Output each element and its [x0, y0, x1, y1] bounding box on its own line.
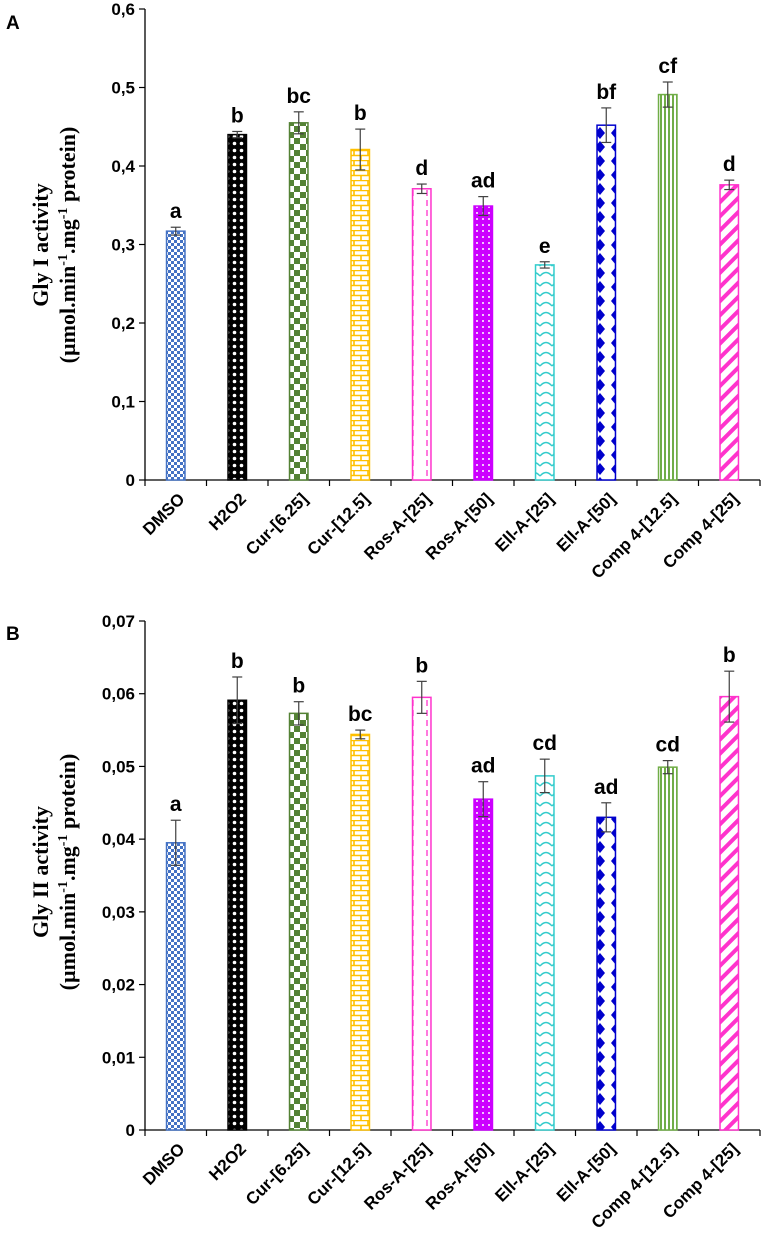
significance-label: ad [594, 776, 619, 799]
panel-a-ylabel-line2: (µmol.min-1.mg-1 protein) [55, 127, 80, 364]
bar-ros-a-50 [473, 798, 494, 1131]
significance-label: b [292, 675, 305, 698]
significance-label: a [170, 793, 182, 816]
significance-label: b [354, 102, 367, 125]
y-tick-label: 0,01 [102, 1048, 135, 1067]
bar-ell-a-25 [534, 264, 555, 481]
significance-label: d [723, 153, 736, 176]
category-label: Ros-A-[50] [422, 489, 496, 563]
y-tick-label: 0 [126, 471, 135, 490]
bar-ell-a-50 [596, 816, 617, 1131]
bar-comp-4-12-5 [657, 766, 678, 1131]
significance-label: b [231, 650, 244, 673]
bar-dmso [165, 842, 186, 1131]
bar-h2o2 [227, 133, 248, 481]
significance-label: cd [655, 734, 680, 757]
y-tick-label: 0 [126, 1121, 135, 1140]
y-tick-label: 0,02 [102, 976, 135, 995]
y-tick-label: 0,3 [111, 236, 135, 255]
panel-a-plot: 0 0,1 0,2 0,3 0,4 0,5 0,6 a DMSO b H2O2 bc Cur-[6.25… [111, 0, 761, 582]
y-tick-label: 0,5 [111, 79, 135, 98]
bar-comp-4-12-5 [657, 93, 678, 481]
panel-b-ylabel-line1: Gly II activity [28, 806, 53, 938]
significance-label: bf [596, 81, 617, 104]
bar-ros-a-25 [411, 696, 432, 1131]
y-tick-label: 0,04 [102, 830, 136, 849]
category-label: Cur-[6.25] [242, 1139, 312, 1209]
panel-a: A Gly I activity (µmol.min-1.mg-1 protei… [6, 0, 761, 582]
category-label: H2O2 [205, 1139, 250, 1184]
category-label: Ell-A-[50] [553, 489, 619, 555]
bar-cur-12-5 [350, 733, 371, 1131]
bar-ros-a-50 [473, 205, 494, 481]
bar-h2o2 [227, 699, 248, 1131]
category-label: DMSO [139, 489, 188, 538]
category-label: Ell-A-[25] [491, 1139, 557, 1205]
bar-comp-4-25 [719, 184, 740, 481]
bar-dmso [165, 230, 186, 481]
bar-ell-a-25 [534, 775, 555, 1131]
y-tick-label: 0,4 [111, 157, 135, 176]
y-tick-label: 0,06 [102, 685, 135, 704]
category-label: Ell-A-[25] [491, 489, 557, 555]
bar-ell-a-50 [596, 124, 617, 481]
panel-a-ylabel-line1: Gly I activity [28, 183, 53, 306]
bar-ros-a-25 [411, 188, 432, 481]
panel-b-label: B [6, 624, 20, 645]
significance-label: cf [658, 55, 678, 78]
significance-label: e [539, 235, 551, 258]
bar-cur-6-25 [288, 712, 309, 1131]
panel-a-y-axis-label: Gly I activity (µmol.min-1.mg-1 protein) [28, 127, 80, 364]
category-label: Ros-A-[50] [422, 1139, 496, 1213]
category-label: Ell-A-[50] [553, 1139, 619, 1205]
panel-b: B Gly II activity (µmol.min-1.mg-1 prote… [6, 612, 761, 1232]
significance-label: ad [471, 755, 496, 778]
y-tick-label: 0,07 [102, 612, 135, 631]
panel-a-label: A [6, 13, 20, 34]
bar-cur-6-25 [288, 122, 309, 481]
panel-b-y-axis-label: Gly II activity (µmol.min-1.mg-1 protein… [28, 754, 80, 991]
category-label: H2O2 [205, 489, 250, 534]
significance-label: cd [532, 732, 557, 755]
panel-b-ylabel-line2: (µmol.min-1.mg-1 protein) [55, 754, 80, 991]
significance-label: bc [348, 703, 373, 726]
panel-b-plot: 0 0,01 0,02 0,03 0,04 0,05 0,06 0,07 a DMSO b H2O2 b… [102, 612, 761, 1232]
y-tick-label: 0,1 [111, 393, 135, 412]
y-tick-label: 0,03 [102, 903, 135, 922]
bar-comp-4-25 [719, 695, 740, 1131]
y-tick-label: 0,6 [111, 0, 135, 19]
category-label: DMSO [139, 1139, 188, 1188]
significance-label: a [170, 200, 182, 223]
significance-label: d [415, 157, 428, 180]
category-label: Cur-[6.25] [242, 489, 312, 559]
significance-label: b [415, 654, 428, 677]
significance-label: bc [286, 85, 311, 108]
significance-label: b [723, 644, 736, 667]
bar-cur-12-5 [350, 148, 371, 481]
y-tick-label: 0,05 [102, 757, 135, 776]
y-tick-label: 0,2 [111, 314, 135, 333]
significance-label: b [231, 104, 244, 127]
significance-label: ad [471, 170, 496, 193]
